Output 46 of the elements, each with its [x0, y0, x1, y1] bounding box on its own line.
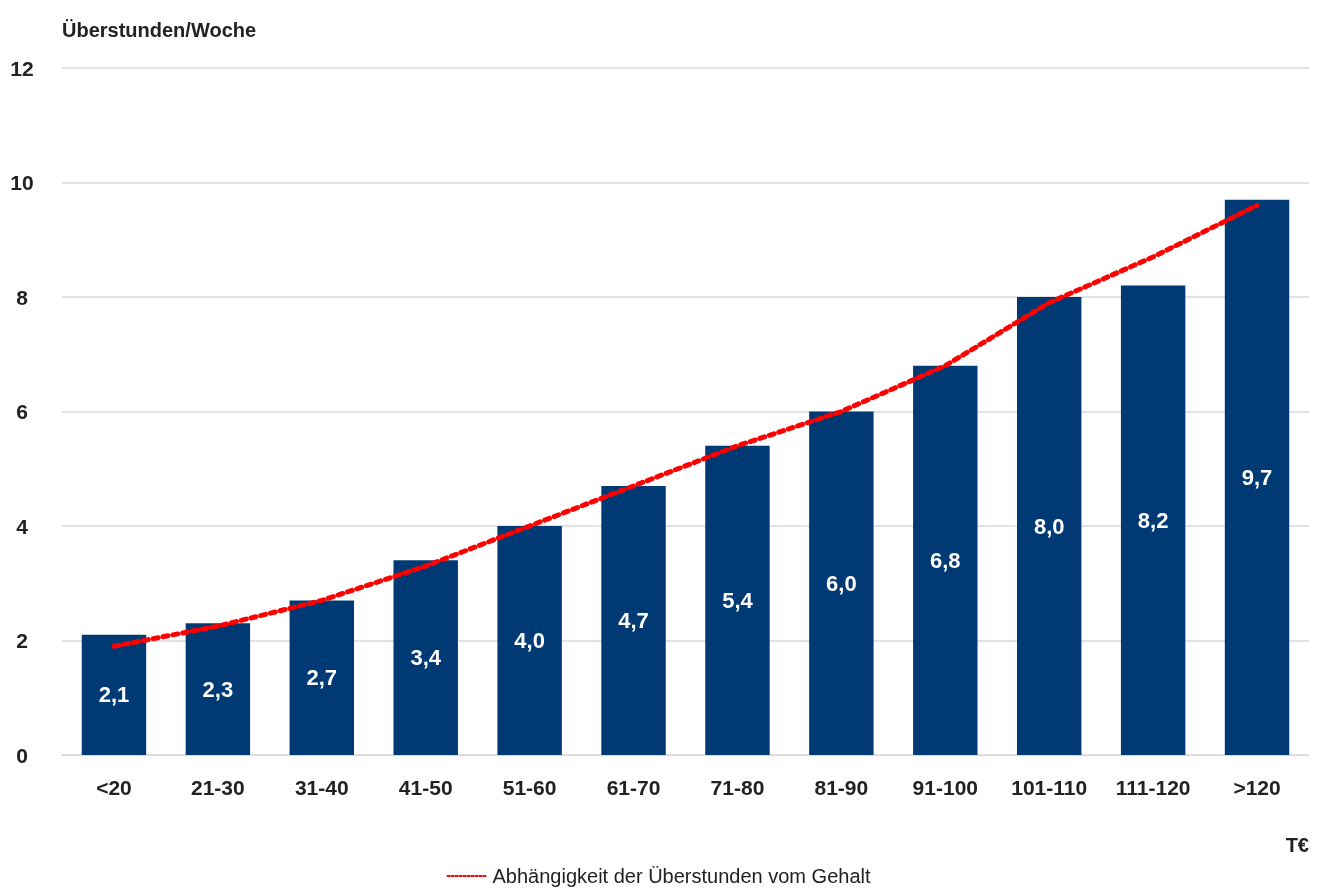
- x-tick-label: 41-50: [398, 776, 453, 799]
- bar: [1016, 297, 1082, 755]
- y-tick-label: 0: [16, 743, 28, 767]
- bar: [809, 411, 874, 755]
- data-label: 2,1: [98, 682, 130, 708]
- bar: [289, 600, 355, 755]
- x-tick-label: <20: [96, 776, 132, 799]
- y-axis-title: Überstunden/Woche: [62, 19, 257, 41]
- x-axis-title: T€: [1285, 834, 1309, 856]
- y-tick-label: 2: [16, 629, 28, 652]
- x-tick-label: 111-120: [1115, 776, 1191, 799]
- x-tick-label: 101-110: [1011, 776, 1088, 799]
- data-label: 3,4: [410, 645, 442, 671]
- data-label: 8,0: [1033, 513, 1065, 539]
- data-label: 4,7: [618, 607, 649, 633]
- data-label: 6,0: [826, 570, 857, 596]
- data-label: 6,8: [929, 547, 961, 573]
- y-tick-label: 8: [16, 285, 29, 309]
- bar: [705, 445, 770, 755]
- bar: [497, 526, 562, 755]
- bar: [913, 365, 978, 755]
- bar: [1224, 199, 1290, 755]
- data-label: 8,2: [1137, 507, 1169, 533]
- data-label: 2,3: [202, 676, 234, 702]
- x-tick-label: >120: [1233, 776, 1281, 799]
- data-label: 4,0: [514, 628, 545, 653]
- y-tick-label: 12: [10, 56, 34, 80]
- bar: [601, 485, 666, 755]
- y-tick-label: 6: [16, 400, 28, 423]
- y-tick-label: 10: [10, 171, 34, 194]
- x-tick-label: 21-30: [191, 776, 245, 799]
- x-tick-label: 51-60: [502, 776, 557, 799]
- bar: [185, 623, 251, 755]
- data-label: 5,4: [722, 587, 754, 613]
- bar: [393, 560, 458, 755]
- x-tick-label: 91-100: [912, 776, 978, 799]
- legend-label: Abhängigkeit der Überstunden vom Gehalt: [492, 865, 871, 887]
- data-label: 2,7: [306, 665, 338, 691]
- x-tick-label: 71-80: [710, 776, 765, 799]
- y-tick-label: 4: [16, 514, 29, 538]
- x-tick-label: 61-70: [606, 776, 661, 799]
- bar: [1120, 285, 1186, 755]
- bar: [81, 634, 147, 755]
- x-tick-label: 81-90: [814, 776, 869, 799]
- data-label: 9,7: [1241, 464, 1273, 490]
- x-tick-label: 31-40: [294, 776, 349, 799]
